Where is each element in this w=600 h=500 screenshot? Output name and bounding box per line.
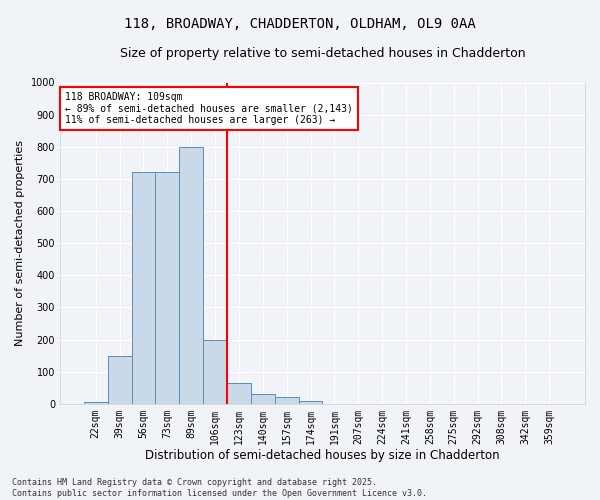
- Bar: [155, 172, 179, 404]
- X-axis label: Distribution of semi-detached houses by size in Chadderton: Distribution of semi-detached houses by …: [145, 450, 500, 462]
- Bar: [227, 383, 251, 404]
- Bar: [131, 172, 155, 404]
- Bar: [275, 398, 299, 404]
- Bar: [84, 402, 107, 404]
- Title: Size of property relative to semi-detached houses in Chadderton: Size of property relative to semi-detach…: [119, 48, 525, 60]
- Bar: [251, 394, 275, 404]
- Bar: [203, 340, 227, 404]
- Text: 118, BROADWAY, CHADDERTON, OLDHAM, OL9 0AA: 118, BROADWAY, CHADDERTON, OLDHAM, OL9 0…: [124, 18, 476, 32]
- Text: 118 BROADWAY: 109sqm
← 89% of semi-detached houses are smaller (2,143)
11% of se: 118 BROADWAY: 109sqm ← 89% of semi-detac…: [65, 92, 353, 126]
- Bar: [299, 400, 322, 404]
- Text: Contains HM Land Registry data © Crown copyright and database right 2025.
Contai: Contains HM Land Registry data © Crown c…: [12, 478, 427, 498]
- Bar: [179, 147, 203, 404]
- Y-axis label: Number of semi-detached properties: Number of semi-detached properties: [15, 140, 25, 346]
- Bar: [107, 356, 131, 404]
